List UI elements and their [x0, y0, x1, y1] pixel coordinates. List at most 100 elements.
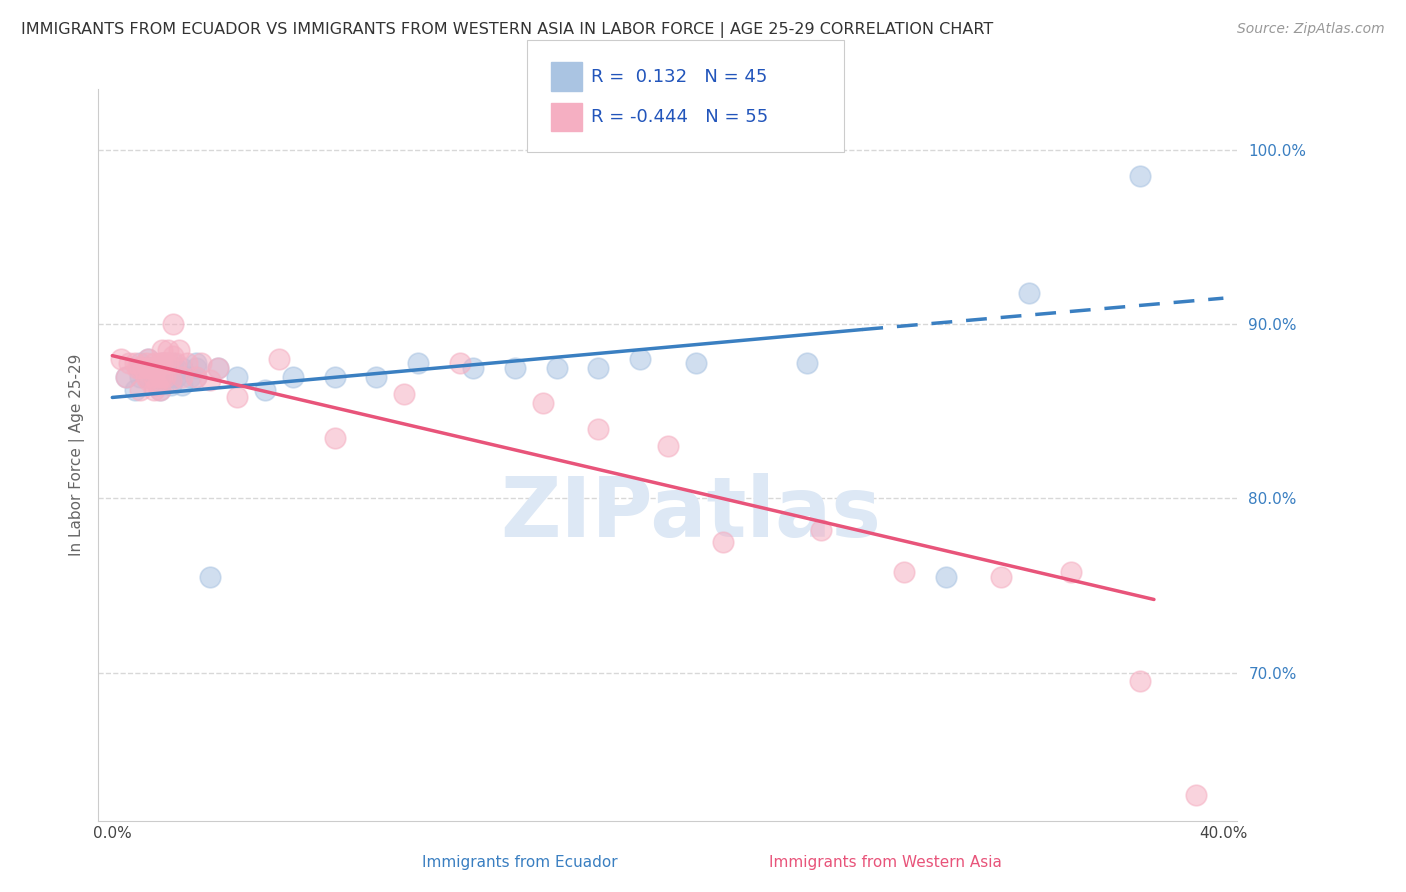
Point [1018, 285, 1040, 300]
Point [162, 356, 184, 370]
Point [657, 439, 679, 453]
Point [588, 422, 610, 436]
Point [198, 373, 221, 387]
Text: Immigrants from Ecuador: Immigrants from Ecuador [422, 855, 619, 870]
Point [150, 356, 173, 370]
Text: R = -0.444   N = 55: R = -0.444 N = 55 [591, 108, 768, 126]
Point [156, 356, 179, 370]
Text: ZIPatlas: ZIPatlas [501, 473, 882, 554]
Point [685, 356, 707, 370]
Point [198, 570, 221, 584]
Point [323, 369, 346, 384]
Point [159, 369, 181, 384]
Point [145, 378, 167, 392]
Y-axis label: In Labor Force | Age 25-29: In Labor Force | Age 25-29 [69, 354, 84, 556]
Point [162, 360, 184, 375]
Point [124, 384, 146, 398]
Text: Source: ZipAtlas.com: Source: ZipAtlas.com [1237, 22, 1385, 37]
Point [935, 570, 957, 584]
Point [170, 360, 193, 375]
Point [156, 343, 179, 358]
Point [159, 378, 181, 392]
Point [138, 352, 160, 367]
Point [132, 360, 155, 375]
Point [129, 356, 152, 370]
Point [143, 356, 166, 370]
Point [138, 360, 160, 375]
Point [628, 352, 651, 367]
Text: IMMIGRANTS FROM ECUADOR VS IMMIGRANTS FROM WESTERN ASIA IN LABOR FORCE | AGE 25-: IMMIGRANTS FROM ECUADOR VS IMMIGRANTS FR… [21, 22, 994, 38]
Point [148, 384, 170, 398]
Point [165, 356, 187, 370]
Point [503, 360, 526, 375]
Point [135, 356, 157, 370]
Point [170, 378, 193, 392]
Point [159, 373, 181, 387]
Point [150, 369, 173, 384]
Point [267, 352, 290, 367]
Point [184, 360, 207, 375]
Point [170, 369, 193, 384]
Point [153, 369, 176, 384]
Point [141, 360, 163, 375]
Point [143, 384, 166, 398]
Point [254, 384, 277, 398]
Point [162, 349, 184, 363]
Point [207, 360, 229, 375]
Point [713, 535, 735, 549]
Point [531, 395, 554, 409]
Point [226, 391, 249, 405]
Point [153, 356, 176, 370]
Point [165, 360, 187, 375]
Point [135, 369, 157, 384]
Point [145, 360, 167, 375]
Point [135, 360, 157, 375]
Point [115, 369, 138, 384]
Point [150, 356, 173, 370]
Point [893, 565, 915, 579]
Point [127, 360, 149, 375]
Point [129, 369, 152, 384]
Point [190, 356, 212, 370]
Point [110, 352, 132, 367]
Point [1129, 169, 1152, 184]
Point [366, 369, 388, 384]
Text: Immigrants from Western Asia: Immigrants from Western Asia [769, 855, 1002, 870]
Point [990, 570, 1012, 584]
Point [143, 369, 166, 384]
Point [129, 384, 152, 398]
Point [148, 369, 170, 384]
Point [148, 356, 170, 370]
Point [392, 387, 415, 401]
Point [176, 356, 198, 370]
Point [167, 343, 190, 358]
Point [143, 360, 166, 375]
Point [207, 360, 229, 375]
Point [546, 360, 568, 375]
Point [323, 430, 346, 444]
Point [118, 356, 141, 370]
Point [281, 369, 304, 384]
Point [156, 356, 179, 370]
Point [150, 369, 173, 384]
Point [406, 356, 429, 370]
Point [1184, 788, 1206, 802]
Text: R =  0.132   N = 45: R = 0.132 N = 45 [591, 68, 766, 86]
Point [129, 360, 152, 375]
Point [143, 373, 166, 387]
Point [150, 343, 173, 358]
Point [179, 369, 201, 384]
Point [796, 356, 818, 370]
Point [1059, 565, 1081, 579]
Point [463, 360, 485, 375]
Point [226, 369, 249, 384]
Point [138, 352, 160, 367]
Point [449, 356, 471, 370]
Point [165, 369, 187, 384]
Point [138, 373, 160, 387]
Point [156, 369, 179, 384]
Point [1129, 674, 1152, 689]
Point [115, 369, 138, 384]
Point [184, 356, 207, 370]
Point [148, 384, 170, 398]
